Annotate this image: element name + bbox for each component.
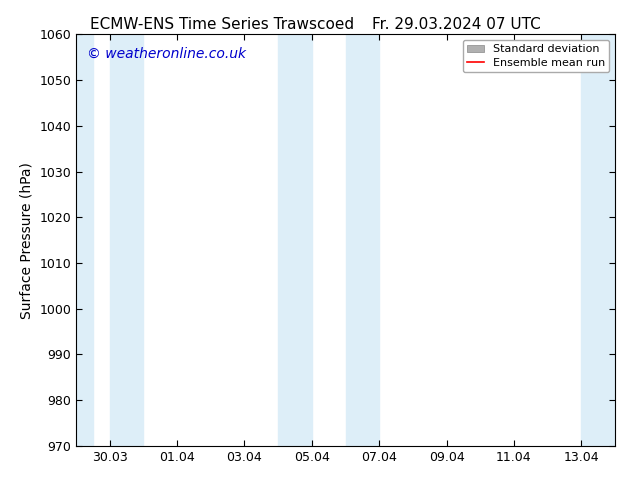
Legend: Standard deviation, Ensemble mean run: Standard deviation, Ensemble mean run xyxy=(463,40,609,72)
Bar xyxy=(346,34,379,446)
Bar xyxy=(110,34,143,446)
Bar xyxy=(76,34,93,446)
Text: Fr. 29.03.2024 07 UTC: Fr. 29.03.2024 07 UTC xyxy=(372,17,541,32)
Text: © weatheronline.co.uk: © weatheronline.co.uk xyxy=(87,47,246,61)
Y-axis label: Surface Pressure (hPa): Surface Pressure (hPa) xyxy=(20,162,34,318)
Bar xyxy=(581,34,615,446)
Text: ECMW-ENS Time Series Trawscoed: ECMW-ENS Time Series Trawscoed xyxy=(90,17,354,32)
Bar xyxy=(278,34,312,446)
